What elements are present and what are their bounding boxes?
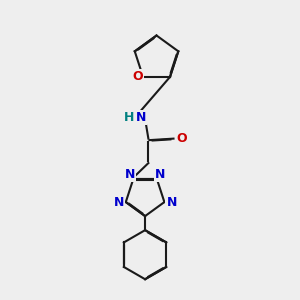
Text: N: N bbox=[167, 196, 177, 208]
Text: O: O bbox=[133, 70, 143, 83]
Text: H: H bbox=[124, 111, 134, 124]
Text: N: N bbox=[136, 111, 146, 124]
Text: N: N bbox=[125, 168, 135, 181]
Text: O: O bbox=[176, 132, 187, 145]
Text: N: N bbox=[155, 168, 166, 181]
Text: N: N bbox=[113, 196, 124, 208]
